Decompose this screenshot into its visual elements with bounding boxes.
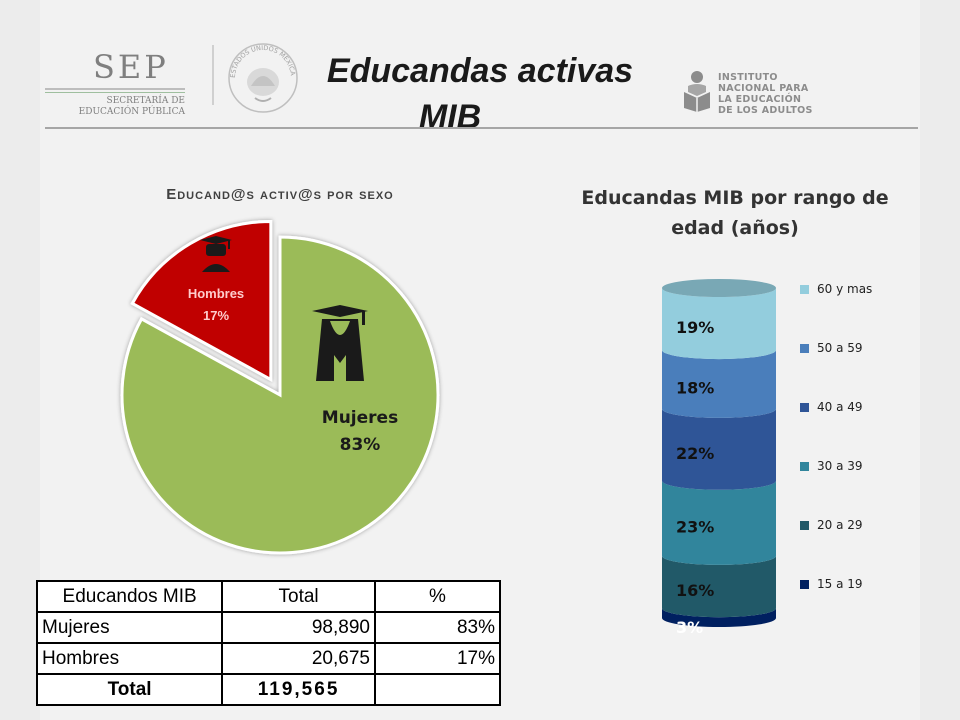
inea-logo-text: INSTITUTO NACIONAL PARA LA EDUCACIÓN DE …	[718, 72, 813, 116]
cylinder-body-15-a-19	[662, 608, 776, 627]
cylinder-segment-20-a-29	[662, 555, 776, 618]
right-band	[920, 0, 960, 720]
legend-label: 50 a 59	[817, 341, 863, 355]
cylinder-body-60-y-mas	[662, 288, 776, 360]
cylinder-segment-60-y-mas	[662, 288, 776, 360]
sep-logo-line-green	[45, 92, 185, 93]
sep-logo-sub-line1: SECRETARÍA DE	[106, 96, 185, 106]
sep-logo-sub-line2: EDUCACIÓN PÚBLICA	[78, 107, 185, 117]
pie-chart-title: Educand@s activ@s por sexo	[166, 186, 394, 203]
table-cell-total: 20,675	[221, 642, 376, 675]
table-header-total: Total	[221, 580, 376, 613]
legend-item: 20 a 29	[800, 516, 863, 534]
educandos-table: Educandos MIB Total % Mujeres 98,890 83%…	[35, 580, 502, 706]
cylinder-label-40-a-49: 22%	[676, 444, 714, 463]
cylinder-body-30-a-39	[662, 480, 776, 565]
legend-item: 15 a 19	[800, 575, 863, 593]
page-title-line2: MIB	[418, 98, 482, 136]
inea-line4: DE LOS ADULTOS	[718, 105, 813, 116]
legend-item: 60 y mas	[800, 280, 872, 298]
header-divider	[212, 45, 214, 105]
table-cell-percent: 17%	[373, 642, 502, 675]
legend-label: 30 a 39	[817, 459, 863, 473]
male-graduate-icon	[200, 236, 232, 272]
table-header-percent: %	[373, 580, 502, 613]
cylinder-body-20-a-29	[662, 555, 776, 618]
table-total-row: Total 119,565	[35, 673, 502, 706]
legend-swatch	[800, 284, 809, 294]
table-total-value: 119,565	[221, 673, 376, 706]
legend-item: 40 a 49	[800, 398, 863, 416]
pie-label-mujeres-pct: 83%	[340, 435, 381, 455]
legend-swatch	[800, 343, 809, 353]
cylinder-label-60-y-mas: 19%	[676, 318, 714, 337]
table-row: Mujeres 98,890 83%	[35, 611, 502, 644]
sep-logo-subtitle: SECRETARÍA DE EDUCACIÓN PÚBLICA	[67, 96, 185, 118]
cylinder-segment-15-a-19	[662, 608, 776, 627]
legend-swatch	[800, 402, 809, 412]
sep-logo-icon: SEP SECRETARÍA DE EDUCACIÓN PÚBLICA	[45, 48, 195, 118]
table-header-row: Educandos MIB Total %	[35, 580, 502, 613]
legend-swatch	[800, 520, 809, 530]
inea-line2: NACIONAL PARA	[718, 83, 809, 94]
legend-label: 40 a 49	[817, 400, 863, 414]
pie-label-hombres-pct: 17%	[203, 308, 229, 323]
legend-swatch	[800, 461, 809, 471]
cylinder-segment-40-a-49	[662, 408, 776, 490]
sep-logo-word: SEP	[93, 48, 169, 86]
cylinder-label-15-a-19: 3%	[676, 618, 703, 637]
page-title-line1: Educandas activas	[326, 52, 634, 90]
legend-item: 50 a 59	[800, 339, 863, 357]
pie-slice-mujeres	[120, 235, 440, 555]
cylinder-top-cap	[662, 279, 776, 297]
table-total-percent	[373, 673, 502, 706]
pie-chart: Hombres 17% Mujeres 83%	[120, 220, 440, 555]
inea-line1: INSTITUTO	[718, 72, 778, 83]
left-band	[0, 0, 40, 720]
legend-label: 60 y mas	[817, 282, 873, 296]
mexican-seal-icon: ESTADOS UNIDOS MEXICANOS	[225, 40, 298, 113]
sep-logo-line	[45, 88, 185, 90]
table-cell-total: 98,890	[221, 611, 376, 644]
table-row: Hombres 20,675 17%	[35, 642, 502, 675]
table-header-educandos: Educandos MIB	[35, 580, 224, 613]
table-total-label: Total	[35, 673, 224, 706]
table-cell-label: Hombres	[35, 642, 224, 675]
cylinder-label-30-a-39: 23%	[676, 517, 714, 536]
table-cell-percent: 83%	[373, 611, 502, 644]
cylinder-label-20-a-29: 16%	[676, 581, 714, 600]
cylinder-body-50-a-59	[662, 350, 776, 418]
inea-reading-person-icon	[684, 71, 710, 112]
pie-label-hombres-name: Hombres	[188, 286, 244, 301]
legend-label: 20 a 29	[817, 518, 863, 532]
header-rule	[45, 127, 918, 129]
pie-label-mujeres-name: Mujeres	[322, 408, 398, 428]
cylinder-segment-30-a-39	[662, 480, 776, 565]
female-graduate-icon	[312, 305, 368, 381]
cylinder-segment-50-a-59	[662, 350, 776, 418]
legend-label: 15 a 19	[817, 577, 863, 591]
pie-slice-hombres	[130, 220, 273, 383]
table-cell-label: Mujeres	[35, 611, 224, 644]
legend-item: 30 a 39	[800, 457, 863, 475]
stacked-cylinder-chart: 3% 16% 23% 22% 18% 19%	[662, 279, 776, 637]
legend-swatch	[800, 579, 809, 589]
cylinder-label-50-a-59: 18%	[676, 378, 714, 397]
bar-chart-title: Educandas MIB por rango de edad (años)	[581, 187, 889, 239]
cylinder-body-40-a-49	[662, 408, 776, 490]
inea-line3: LA EDUCACIÓN	[718, 94, 802, 105]
page-title: Educandas activas MIB	[290, 48, 670, 140]
